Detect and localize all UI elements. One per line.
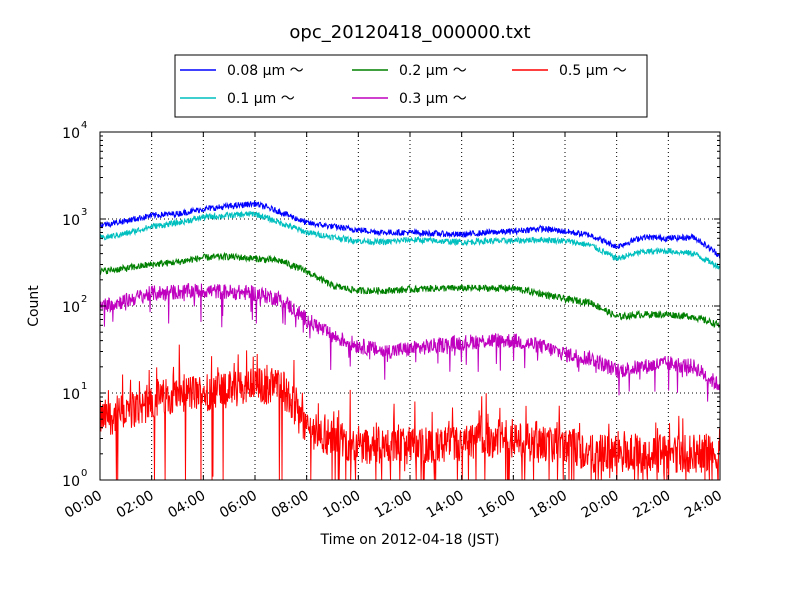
chart-title: opc_20120418_000000.txt [289,22,530,43]
legend-label: 0.2 μm ～ [399,63,467,79]
y-tick-label: 10 [62,300,80,316]
legend: 0.08 μm ～ 0.1 μm ～ 0.2 μm ～ 0.3 μm ～ 0.5 μm … [174,54,648,118]
x-tick-label: 14:00 [424,488,467,522]
x-tick-label: 18:00 [527,488,570,522]
y-tick-label: 10 [62,213,80,229]
y-tick-label: 10 [62,474,80,490]
series-line [99,200,721,259]
y-tick-exponent: 0 [81,468,87,479]
grid [100,132,720,480]
x-tick-label: 20:00 [579,488,622,522]
legend-label: 0.1 μm ～ [227,91,295,107]
x-axis-label: Time on 2012-04-18 (JST) [320,532,500,548]
series-layer [99,200,721,481]
series-line [99,283,721,402]
y-axis-label: Count [26,285,42,327]
x-tick-label: 24:00 [682,488,725,522]
legend-box [174,54,648,118]
x-tick-label: 00:00 [62,488,105,522]
legend-label: 0.08 μm ～ [227,63,304,79]
y-tick-exponent: 2 [81,294,87,305]
x-tick-label: 16:00 [475,488,518,522]
y-tick-exponent: 1 [81,381,87,392]
y-tick-label: 10 [62,126,80,142]
x-tick-label: 02:00 [114,488,157,522]
legend-label: 0.5 μm ～ [559,63,627,79]
series-line [99,251,721,329]
x-tick-label: 10:00 [320,488,363,522]
x-tick-label: 12:00 [372,488,415,522]
x-tick-label: 04:00 [165,488,208,522]
y-tick-exponent: 4 [81,120,87,131]
series-line [99,210,721,271]
x-tick-label: 08:00 [269,488,312,522]
x-tick-label: 06:00 [217,488,260,522]
y-tick-exponent: 3 [81,207,87,218]
legend-label: 0.3 μm ～ [399,91,467,107]
x-tick-label: 22:00 [630,488,673,522]
y-tick-label: 10 [62,387,80,403]
